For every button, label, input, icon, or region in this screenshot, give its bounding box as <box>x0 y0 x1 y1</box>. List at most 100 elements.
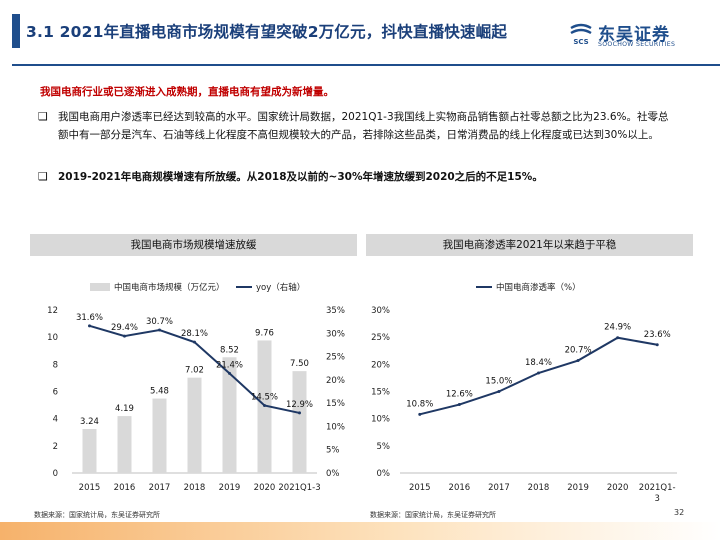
bar-value-label: 4.19 <box>115 404 134 414</box>
x-tick-label-line: 2017 <box>488 483 510 493</box>
x-tick-label: 2018 <box>528 483 550 493</box>
y-tick-label: 8 <box>53 360 58 370</box>
penetration-chart-panel: 我国电商渗透率2021年以来趋于平稳 中国电商渗透率（%） 0% 5% 10% 15% 2… <box>366 234 693 504</box>
bar <box>152 398 167 473</box>
penetration-point <box>457 403 461 407</box>
y-tick-label: 0 <box>53 469 58 479</box>
yoy-point <box>228 371 231 375</box>
x-tick-label: 2021Q1-3 <box>278 483 320 493</box>
y-tick-label: 0% <box>377 469 391 479</box>
left-chart-source: 数据来源：国家统计局，东吴证券研究所 <box>34 511 160 519</box>
slide-header: 3.1 2021年直播电商市场规模有望突破2万亿元，抖快直播快速崛起 SCS 东… <box>0 0 720 60</box>
penetration-value-label: 12.6% <box>446 390 473 400</box>
yoy-point <box>158 328 161 332</box>
x-tick-label-line: 2020 <box>607 483 629 493</box>
legend-bar-swatch <box>90 283 110 291</box>
bar-value-label: 5.48 <box>150 387 169 397</box>
yoy-value-label: 29.4% <box>111 323 138 333</box>
yoy-value-label: 28.1% <box>181 329 208 339</box>
y-tick-label: 15% <box>371 388 390 398</box>
bar-value-label: 8.52 <box>220 345 239 355</box>
penetration-point <box>576 359 580 363</box>
checkbox-bullet-icon: ❑ <box>38 110 48 123</box>
legend-line-label: yoy（右轴） <box>256 282 305 293</box>
bullet-text: 2019-2021年电商规模增速有所放缓。从2018及以前的~30%年增速放缓到… <box>58 171 543 183</box>
yoy-value-label: 31.6% <box>76 313 103 323</box>
y-tick-label: 25% <box>371 333 390 343</box>
summary-section: 我国电商行业或已逐渐进入成熟期，直播电商有望成为新增量。 ❑ 我国电商用户渗透率… <box>30 78 695 196</box>
yoy-value-label: 21.4% <box>216 360 243 370</box>
yoy-value-label: 14.5% <box>251 392 278 402</box>
yoy-point <box>88 324 91 328</box>
market-size-chart-title: 我国电商市场规模增速放缓 <box>30 234 357 256</box>
company-logo: SCS 东吴证券 SOOCHOW SECURITIES <box>568 20 718 50</box>
x-tick-label: 2017 <box>149 483 171 493</box>
chart-legend: 中国电商渗透率（%） <box>476 282 581 293</box>
bar-value-label: 9.76 <box>255 328 274 338</box>
x-tick-label: 2016 <box>114 483 136 493</box>
penetration-point <box>616 336 620 340</box>
x-tick-label-line: 2015 <box>409 483 431 493</box>
yoy-value-label: 12.9% <box>286 400 313 410</box>
x-tick-label: 2018 <box>184 483 206 493</box>
logo-chinese-name: 东吴证券 <box>598 25 670 45</box>
y-tick-label: 5% <box>377 442 391 452</box>
penetration-point <box>497 390 501 393</box>
x-tick-label: 2019 <box>219 483 241 493</box>
y2-tick-label: 35% <box>326 306 345 316</box>
y2-tick-label: 10% <box>326 422 345 432</box>
title-accent-bar <box>12 14 20 48</box>
bar <box>187 377 202 473</box>
penetration-value-label: 15.0% <box>485 377 512 387</box>
y2-tick-label: 15% <box>326 399 345 409</box>
logo-mark-icon: SCS <box>568 22 594 46</box>
x-tick-label: 2015 <box>409 483 431 493</box>
y-tick-label: 30% <box>371 306 390 316</box>
penetration-chart-title: 我国电商渗透率2021年以来趋于平稳 <box>366 234 693 256</box>
y-tick-label: 10 <box>47 333 58 343</box>
bar <box>82 428 97 473</box>
x-tick-label: 2016 <box>449 483 471 493</box>
checkbox-bullet-icon: ❑ <box>38 170 48 183</box>
yoy-point <box>123 334 126 338</box>
x-tick-label: 2017 <box>488 483 510 493</box>
y-tick-label: 4 <box>53 415 58 425</box>
highlight-statement: 我国电商行业或已逐渐进入成熟期，直播电商有望成为新增量。 <box>40 86 334 98</box>
x-tick-label-line: 2019 <box>567 483 589 493</box>
page-number: 32 <box>674 508 685 517</box>
x-tick-label-line: 2018 <box>528 483 550 493</box>
legend-bar-label: 中国电商市场规模（万亿元） <box>114 282 225 293</box>
chart-legend: 中国电商市场规模（万亿元） yoy（右轴） <box>90 282 305 293</box>
right-chart-source: 数据来源：国家统计局，东吴证券研究所 <box>370 511 496 519</box>
penetration-point <box>655 343 659 347</box>
y2-tick-label: 0% <box>326 469 340 479</box>
penetration-value-label: 18.4% <box>525 358 552 368</box>
penetration-series-line <box>419 336 658 416</box>
y-tick-label: 6 <box>53 388 58 398</box>
y-tick-label: 12 <box>47 306 58 316</box>
penetration-value-label: 20.7% <box>565 346 592 356</box>
bar-value-label: 3.24 <box>80 417 99 427</box>
penetration-value-label: 10.8% <box>406 399 433 409</box>
penetration-value-label: 24.9% <box>604 323 631 333</box>
x-tick-label: 2021Q1-3 <box>639 483 676 504</box>
y2-tick-label: 25% <box>326 353 345 363</box>
x-tick-label-line: 3 <box>655 494 660 504</box>
legend-line-label: 中国电商渗透率（%） <box>496 282 581 293</box>
y-tick-label: 20% <box>371 360 390 370</box>
market-size-chart-panel: 我国电商市场规模增速放缓 中国电商市场规模（万亿元） yoy（右轴） 0 2 4 6 8 10… <box>30 234 357 504</box>
y2-tick-label: 5% <box>326 446 340 456</box>
yoy-point <box>298 411 301 415</box>
y2-tick-label: 20% <box>326 376 345 386</box>
bar-value-label: 7.50 <box>290 359 309 369</box>
yoy-value-label: 30.7% <box>146 317 173 327</box>
footer-band <box>0 522 720 540</box>
page-title: 3.1 2021年直播电商市场规模有望突破2万亿元，抖快直播快速崛起 <box>26 23 508 41</box>
market-size-chart: 中国电商市场规模（万亿元） yoy（右轴） 0 2 4 6 8 10 12 0% 5% 10% 15% 2… <box>47 282 345 493</box>
bullet-text: 我国电商用户渗透率已经达到较高的水平。国家统计局数据，2021Q1-3我国线上实… <box>58 111 669 141</box>
x-tick-label: 2019 <box>567 483 589 493</box>
bar <box>292 371 307 473</box>
bar <box>222 357 237 473</box>
logo-mark-text: SCS <box>573 38 588 46</box>
penetration-point <box>418 412 422 416</box>
